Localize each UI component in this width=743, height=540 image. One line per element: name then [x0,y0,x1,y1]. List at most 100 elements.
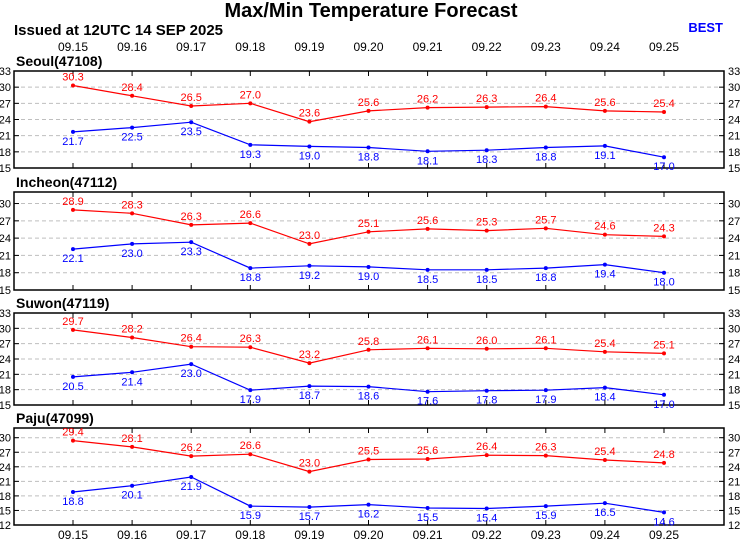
min-temp-point [366,384,371,389]
min-temp-label: 18.5 [476,274,497,286]
max-temp-label: 28.2 [121,324,142,336]
min-temp-label: 18.8 [62,496,83,508]
max-temp-label: 23.0 [299,230,320,242]
max-temp-label: 26.6 [240,440,261,452]
min-temp-label: 22.1 [62,253,83,265]
min-temp-label: 19.0 [358,271,379,283]
y-tick-label-left: 18 [0,147,11,159]
bottom-date-label: 09.21 [413,528,443,540]
min-temp-label: 19.1 [594,150,615,162]
min-temp-point [662,155,666,160]
min-temp-point [71,490,75,495]
min-temp-point [248,266,253,271]
bottom-date-label: 09.17 [176,528,206,540]
min-temp-point [307,505,312,510]
min-temp-label: 17.0 [653,161,674,173]
min-temp-label: 19.3 [240,149,261,161]
max-temp-point [71,327,75,332]
model-label: BEST [688,20,723,35]
max-temp-label: 25.3 [476,217,497,229]
max-temp-label: 25.1 [653,339,674,351]
max-temp-point [543,346,548,351]
y-tick-label-right: 24 [728,115,740,127]
bottom-date-label: 09.24 [590,528,620,540]
max-temp-label: 26.3 [476,93,497,105]
top-date-label: 09.25 [649,40,679,54]
min-temp-point [366,502,371,507]
max-temp-label: 25.6 [594,97,615,109]
y-tick-label-left: 15 [0,400,11,412]
max-temp-label: 28.1 [121,433,142,445]
max-temp-label: 27.0 [240,89,261,101]
max-temp-label: 25.4 [594,446,615,458]
bottom-date-label: 09.22 [472,528,502,540]
min-temp-label: 14.6 [653,516,674,528]
max-temp-label: 26.3 [180,211,201,223]
max-temp-point [130,211,135,216]
min-temp-label: 15.9 [535,510,556,522]
y-tick-label-left: 24 [0,462,11,474]
y-tick-label-right: 21 [728,476,740,488]
y-tick-label-left: 21 [0,131,11,143]
max-temp-point [662,351,666,356]
min-temp-label: 19.2 [299,270,320,282]
bottom-date-label: 09.19 [294,528,324,540]
max-temp-label: 25.5 [358,446,379,458]
min-temp-point [366,264,371,269]
max-temp-point [189,104,194,109]
max-temp-point [602,108,607,113]
station-name: Incheon(47112) [16,174,117,190]
max-temp-point [662,234,666,239]
max-temp-point [130,335,135,340]
y-tick-label-right: 15 [728,163,740,175]
min-temp-point [543,145,548,150]
top-date-label: 09.15 [58,40,88,54]
min-temp-point [425,267,430,272]
max-temp-label: 25.6 [417,445,438,457]
y-tick-label-left: 12 [0,520,11,532]
min-temp-point [71,247,75,252]
min-temp-point [662,392,666,397]
min-temp-label: 23.0 [121,248,142,260]
station-name: Seoul(47108) [16,53,102,69]
max-temp-point [366,229,371,234]
top-date-label: 09.17 [176,40,206,54]
y-tick-label-right: 27 [728,98,740,110]
chart-title: Max/Min Temperature Forecast [224,0,517,22]
y-tick-label-right: 24 [728,462,740,474]
y-tick-label-right: 12 [728,520,740,532]
y-tick-label-left: 15 [0,505,11,517]
max-temp-point [248,452,253,457]
min-temp-label: 18.8 [358,152,379,164]
min-temp-point [248,388,253,393]
max-temp-point [602,349,607,354]
min-temp-label: 15.5 [417,512,438,524]
station-name: Paju(47099) [16,410,94,426]
max-temp-label: 28.3 [121,199,142,211]
min-temp-label: 17.0 [653,399,674,411]
max-temp-label: 26.1 [535,334,556,346]
y-tick-label-left: 30 [0,323,11,335]
min-temp-label: 18.5 [417,274,438,286]
max-temp-label: 23.0 [299,458,320,470]
y-tick-label-right: 24 [728,354,740,366]
max-temp-label: 26.4 [476,441,497,453]
max-temp-point [130,93,135,98]
max-temp-label: 26.1 [417,334,438,346]
y-tick-label-left: 33 [0,66,11,78]
max-temp-label: 29.7 [62,316,83,328]
y-tick-label-left: 27 [0,98,11,110]
bottom-date-label: 09.16 [117,528,147,540]
station-panel: Paju(47099) 12 12 15 15 18 18 21 21 24 24 27 27 30 30 2… [0,410,740,532]
y-tick-label-left: 27 [0,339,11,351]
min-temp-point [602,143,607,148]
min-temp-point [248,142,253,147]
min-temp-label: 17.8 [476,395,497,407]
y-tick-label-left: 30 [0,82,11,94]
min-temp-point [189,474,194,479]
station-panels: Seoul(47108) 15 15 18 18 21 21 24 24 27 27 30 30 33 33… [0,53,740,532]
max-temp-label: 25.4 [594,338,615,350]
min-temp-label: 15.4 [476,513,497,525]
min-temp-point [71,129,75,134]
